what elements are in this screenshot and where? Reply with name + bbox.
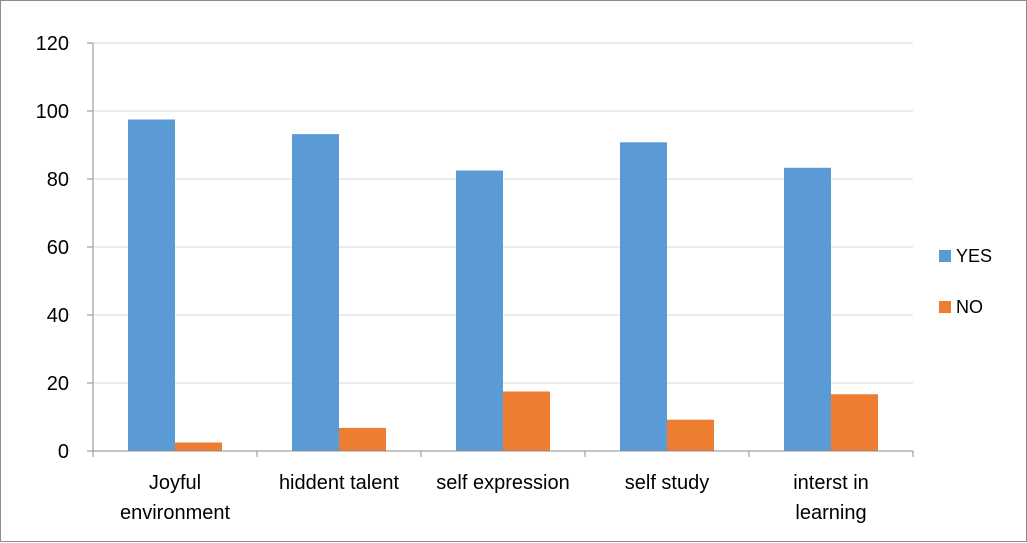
y-tick-label: 120	[36, 33, 69, 55]
y-tick-label: 60	[47, 237, 69, 259]
category-label-line: learning	[795, 502, 866, 524]
bar-no-1	[175, 442, 222, 451]
category-label: self study	[625, 472, 709, 494]
legend: YES NO	[939, 246, 992, 317]
y-tick-label: 0	[58, 441, 69, 463]
category-label-line: self expression	[436, 472, 569, 494]
category-label-line: interst in	[793, 472, 869, 494]
category-label-line: environment	[120, 502, 231, 524]
bar-no-4	[667, 419, 714, 451]
y-tick-label: 100	[36, 101, 69, 123]
y-tick-label: 20	[47, 373, 69, 395]
category-label-line: Joyful	[149, 472, 201, 494]
category-label: interst in learning	[793, 472, 869, 524]
legend-swatch-yes	[939, 250, 951, 262]
category-label: hiddent talent	[279, 472, 400, 494]
category-label-line: hiddent talent	[279, 472, 400, 494]
category-label: Joyful environment	[120, 472, 231, 524]
bar-no-5	[831, 394, 878, 451]
bar-no-3	[503, 391, 550, 451]
bar-yes-5	[784, 167, 831, 451]
y-tick-label: 80	[47, 169, 69, 191]
legend-swatch-no	[939, 301, 951, 313]
legend-label-yes: YES	[956, 246, 992, 266]
bar-yes-2	[292, 134, 339, 451]
axis-labels: 0 20 40 60 80 100 120 Joyful environment hiddent …	[36, 33, 869, 524]
legend-label-no: NO	[956, 297, 983, 317]
category-label-line: self study	[625, 472, 709, 494]
bar-yes-3	[456, 170, 503, 451]
bar-yes-4	[620, 142, 667, 451]
bar-yes-1	[128, 119, 175, 451]
axes	[87, 42, 914, 457]
category-label: self expression	[436, 472, 569, 494]
y-tick-label: 40	[47, 305, 69, 327]
bar-no-2	[339, 427, 386, 451]
bars	[128, 119, 878, 451]
